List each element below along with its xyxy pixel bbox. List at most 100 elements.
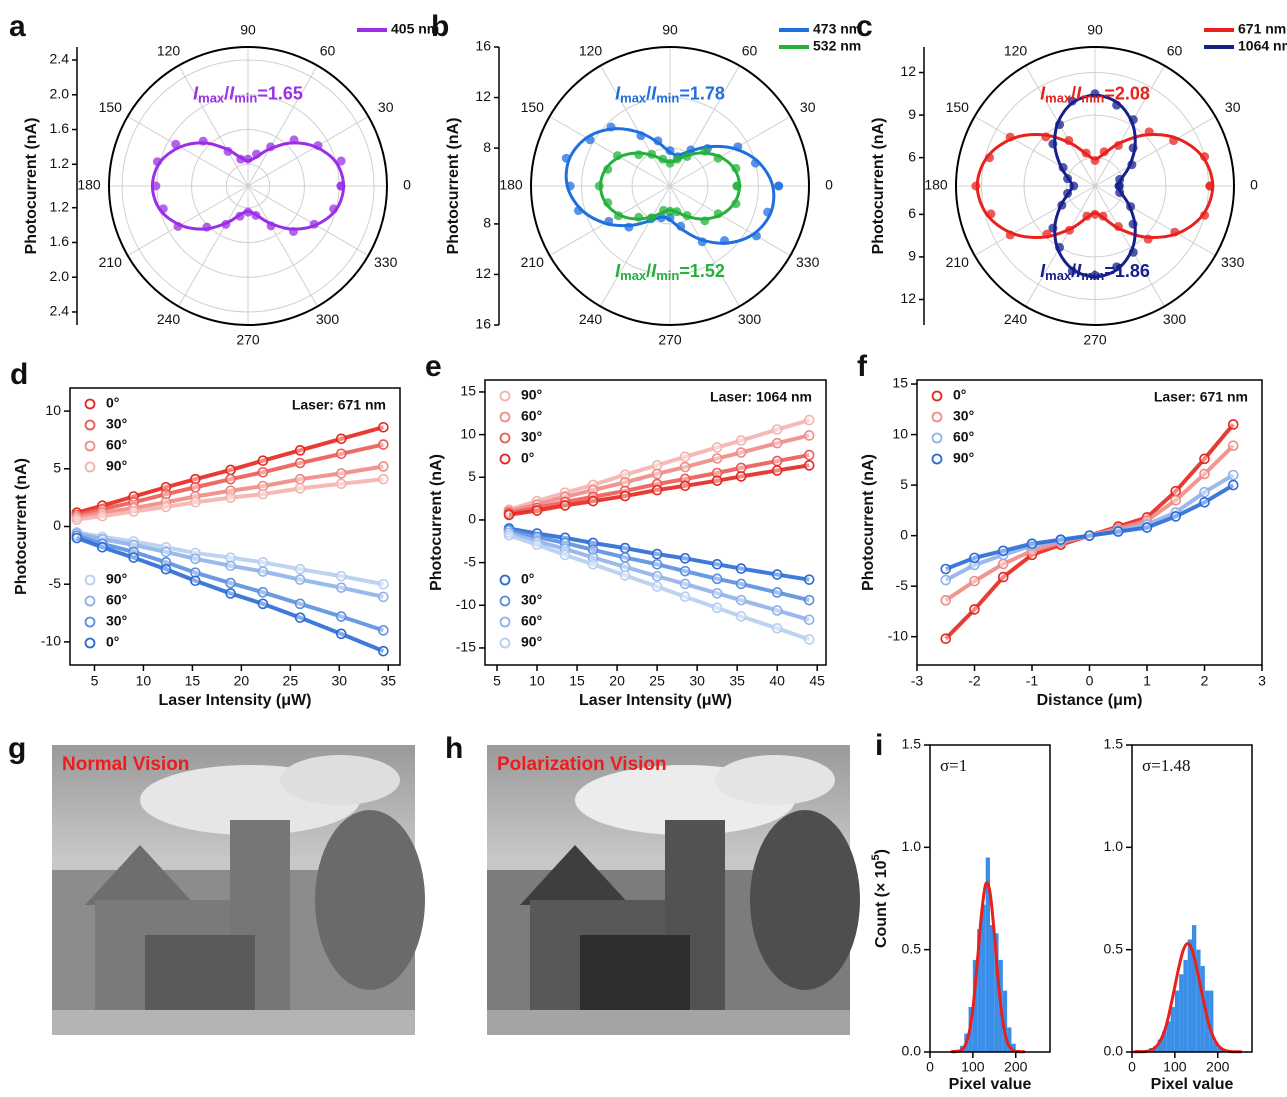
grid-spoke: [179, 186, 249, 306]
legend-label: 90°: [521, 634, 542, 650]
y-axis-title: Photocurrent (nA): [860, 454, 877, 591]
x-tick-label: 15: [185, 673, 201, 689]
data-point: [613, 151, 622, 160]
data-point: [774, 182, 783, 191]
radial-tick-label: 12: [475, 88, 491, 104]
data-point: [805, 575, 814, 584]
data-point: [713, 603, 722, 612]
legend-label: 60°: [106, 437, 127, 453]
data-point: [1229, 420, 1238, 429]
y-tick-label: -5: [49, 575, 62, 591]
annotation-part: min: [1081, 269, 1104, 284]
legend-label: 60°: [106, 592, 127, 608]
data-point: [98, 512, 107, 521]
data-point: [1171, 496, 1180, 505]
data-point: [1114, 527, 1123, 536]
data-point: [151, 182, 160, 191]
data-point: [174, 222, 183, 231]
data-point: [941, 564, 950, 573]
annotation: Laser: 671 nm: [292, 397, 386, 413]
data-point: [970, 577, 979, 586]
data-point: [1065, 226, 1074, 235]
data-point: [681, 452, 690, 461]
series-line: [946, 485, 1234, 569]
x-tick-label: 100: [1163, 1059, 1187, 1075]
data-point: [153, 157, 162, 166]
data-point: [1205, 182, 1214, 191]
angle-label: 120: [579, 42, 603, 58]
data-point: [226, 561, 235, 570]
legend-marker: [86, 442, 95, 451]
data-point: [129, 553, 138, 562]
radial-tick-label: 16: [475, 38, 491, 54]
data-point: [773, 606, 782, 615]
angle-label: 150: [521, 99, 545, 115]
data-point: [653, 469, 662, 478]
radial-tick-label: 8: [483, 139, 491, 155]
data-point: [296, 484, 305, 493]
y-tick-label: -5: [464, 553, 477, 569]
y-tick-label: 1.0: [902, 838, 922, 854]
data-point: [999, 546, 1008, 555]
legend-marker: [86, 421, 95, 430]
data-point: [773, 439, 782, 448]
data-point: [681, 579, 690, 588]
series-line: [946, 446, 1234, 601]
data-point: [621, 553, 630, 562]
data-point: [379, 423, 388, 432]
data-point: [713, 560, 722, 569]
legend-marker: [933, 455, 942, 464]
annotation-part: max: [620, 91, 647, 106]
data-point: [296, 565, 305, 574]
data-point: [1129, 248, 1138, 257]
data-point: [653, 582, 662, 591]
data-point: [636, 131, 645, 140]
y-title-part: ): [873, 849, 890, 854]
data-point: [986, 209, 995, 218]
legend-label: 0°: [106, 634, 119, 650]
data-point: [1129, 143, 1138, 152]
angle-label: 180: [77, 177, 101, 193]
annotation-part: min: [656, 91, 679, 106]
x-tick-label: 0: [926, 1059, 934, 1075]
data-point: [752, 231, 761, 240]
angle-label: 30: [800, 99, 816, 115]
x-tick-label: 45: [809, 673, 825, 689]
data-point: [713, 589, 722, 598]
data-point: [258, 456, 267, 465]
data-point: [1127, 160, 1136, 169]
data-point: [224, 147, 233, 156]
data-point: [1143, 523, 1152, 532]
data-point: [737, 436, 746, 445]
x-axis-title: Laser Intensity (μW): [579, 692, 732, 709]
path: [52, 1010, 415, 1035]
data-point: [226, 475, 235, 484]
legend-marker: [501, 434, 510, 443]
data-point: [505, 510, 514, 519]
data-point: [191, 498, 200, 507]
data-point: [161, 547, 170, 556]
data-point: [621, 544, 630, 553]
legend-marker: [86, 463, 95, 472]
data-point: [290, 135, 299, 144]
data-point: [666, 146, 675, 155]
data-point: [226, 465, 235, 474]
legend-marker: [501, 618, 510, 627]
legend-label: 671 nm: [1238, 21, 1286, 37]
data-point: [533, 506, 542, 515]
radial-tick-label: 2.0: [50, 85, 70, 101]
data-point: [1099, 212, 1108, 221]
data-point: [589, 560, 598, 569]
data-point: [737, 463, 746, 472]
legend-marker: [501, 597, 510, 606]
angle-label: 0: [403, 177, 411, 193]
data-point: [1200, 469, 1209, 478]
data-point: [1200, 211, 1209, 220]
data-point: [379, 592, 388, 601]
data-point: [1229, 471, 1238, 480]
data-point: [289, 227, 298, 236]
data-point: [681, 481, 690, 490]
path: [487, 1010, 850, 1035]
annotation-part: max: [620, 269, 647, 284]
data-point: [700, 216, 709, 225]
